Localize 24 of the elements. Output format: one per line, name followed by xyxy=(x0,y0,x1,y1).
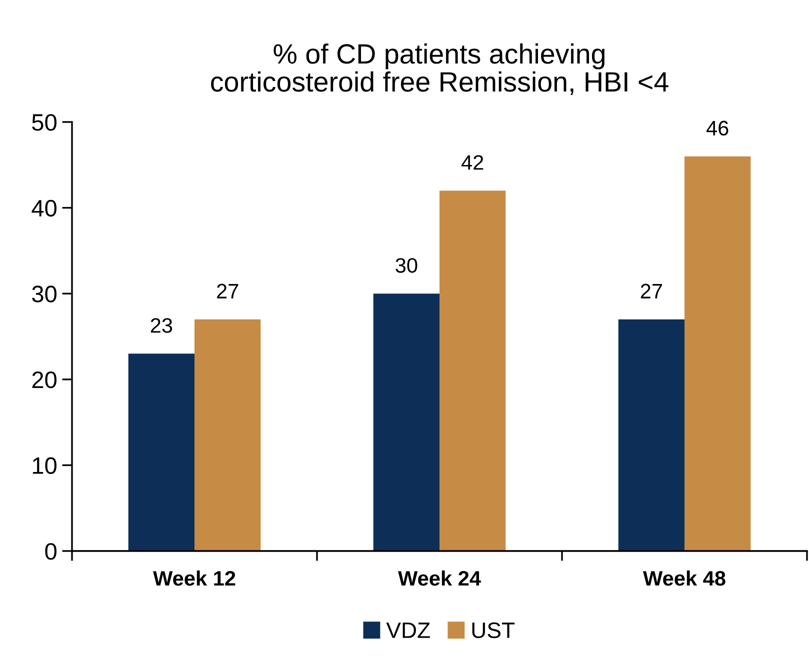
x-tick-label: Week 48 xyxy=(643,570,726,586)
x-tick-label: Week 12 xyxy=(153,570,236,586)
chart-title: % of CD patients achieving corticosteroid free Remission, HBI <4 xyxy=(211,43,668,95)
bar xyxy=(440,190,506,551)
data-label: 23 xyxy=(150,318,172,333)
legend-label: VDZ xyxy=(386,622,430,638)
data-label: 42 xyxy=(461,155,484,170)
y-tick-label: 30 xyxy=(32,286,56,302)
data-label: 27 xyxy=(217,284,238,298)
bar xyxy=(128,354,194,551)
legend-label: UST xyxy=(472,622,515,638)
data-label: 46 xyxy=(706,120,728,136)
y-tick-label: 40 xyxy=(32,200,56,217)
y-tick-label: 20 xyxy=(32,371,56,388)
bar xyxy=(194,319,261,551)
data-label: 30 xyxy=(396,258,418,273)
x-tick-label: Week 24 xyxy=(398,570,481,586)
bar xyxy=(684,156,751,551)
y-tick-label: 10 xyxy=(32,457,56,474)
bar xyxy=(373,294,440,551)
y-tick-label: 0 xyxy=(45,543,56,560)
y-tick-label: 50 xyxy=(32,114,56,131)
bar xyxy=(618,319,684,551)
data-label: 27 xyxy=(640,284,662,298)
